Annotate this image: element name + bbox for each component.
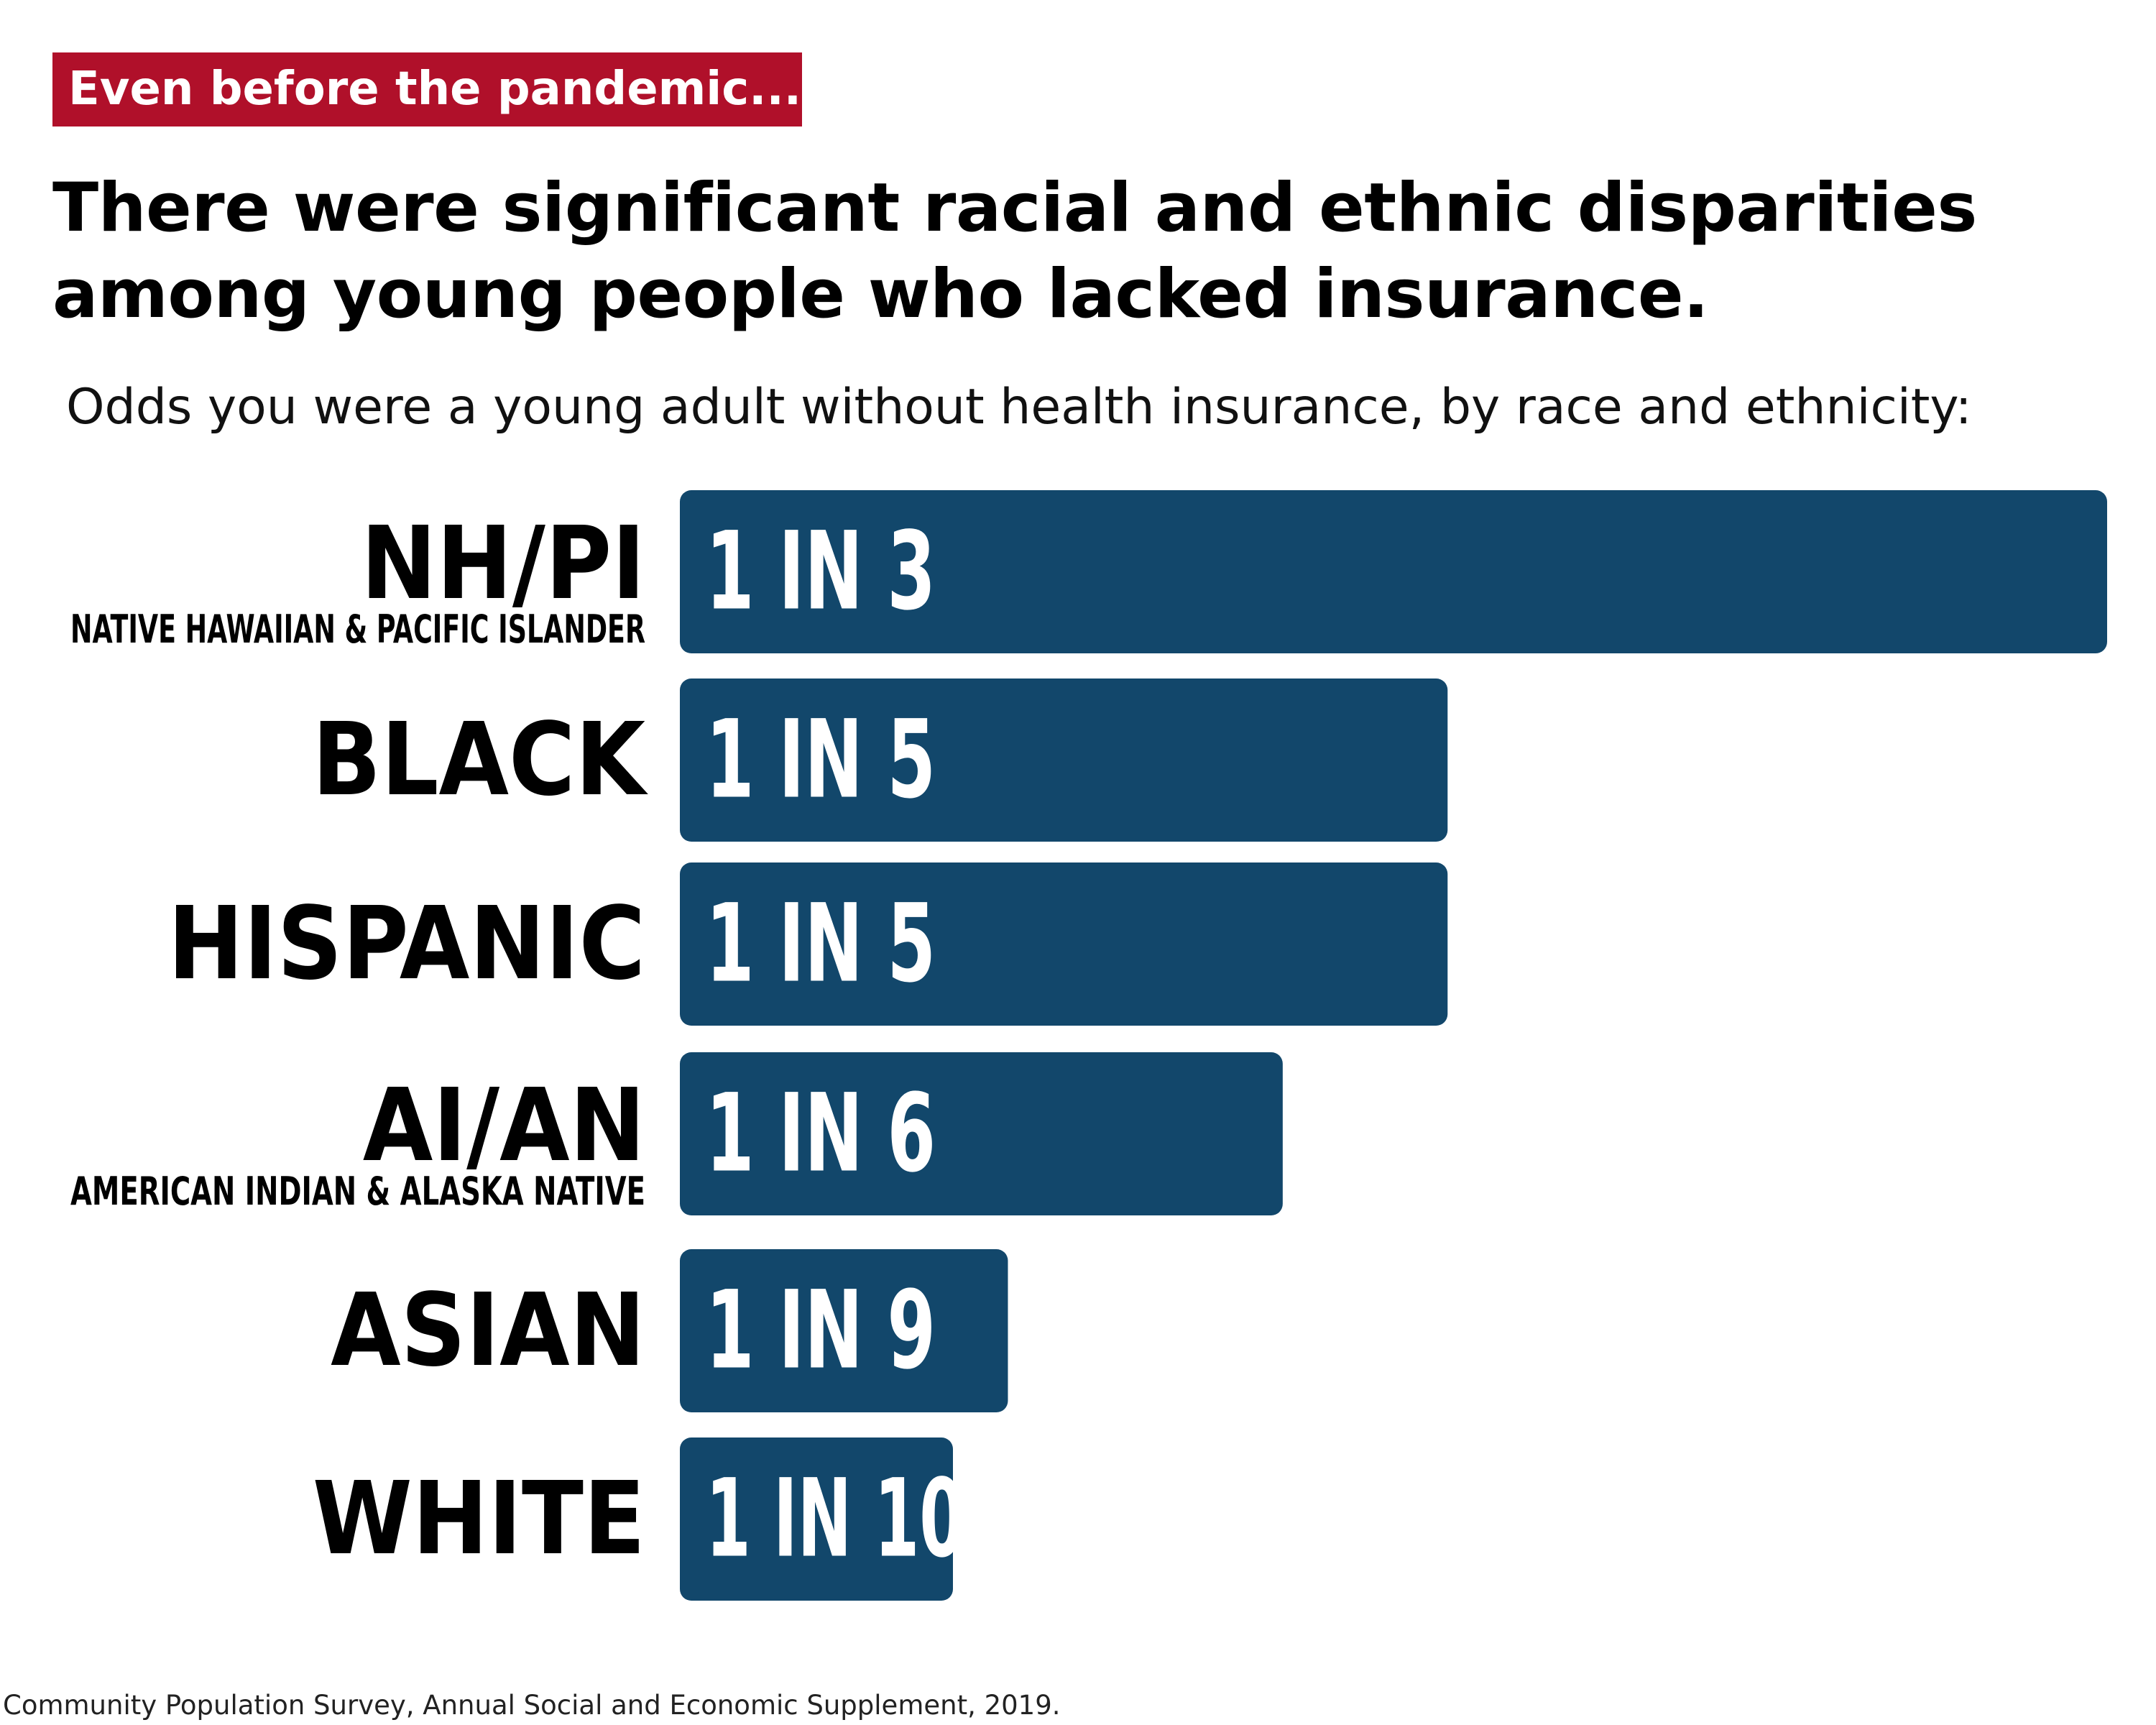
bar: [680, 1249, 1008, 1412]
chart-subtitle: Odds you were a young adult without heal…: [66, 379, 1972, 436]
bar: [680, 490, 2107, 653]
category-sublabel: NATIVE HAWAIIAN & PACIFIC ISLANDER: [70, 607, 645, 652]
bar: [680, 1052, 1283, 1215]
category-label: AI/AN: [363, 1067, 645, 1184]
headline: There were significant racial and ethnic…: [52, 169, 1977, 334]
bar-row: 1 IN 5 HISPANIC: [167, 862, 1448, 1026]
bar-data-label: 1 IN 5: [706, 882, 936, 1007]
kicker-banner: Even before the pandemic...: [52, 52, 802, 126]
category-label: ASIAN: [331, 1272, 645, 1389]
bar-row: 1 IN 5 BLACK: [312, 678, 1448, 842]
bar-row: 1 IN 9 ASIAN: [331, 1249, 1008, 1412]
category-label: NH/PI: [361, 505, 645, 622]
bar: [680, 678, 1448, 842]
category-label: WHITE: [313, 1460, 645, 1578]
bar: [680, 1438, 953, 1601]
bar-data-label: 1 IN 5: [706, 698, 936, 823]
bar-row: 1 IN 10 WHITE: [313, 1438, 964, 1601]
category-sublabel: AMERICAN INDIAN & ALASKA NATIVE: [70, 1169, 645, 1214]
source-note: Community Population Survey, Annual Soci…: [3, 1690, 1061, 1721]
category-label: HISPANIC: [167, 886, 645, 1003]
category-label: BLACK: [312, 702, 648, 819]
bar-data-label: 1 IN 3: [706, 510, 936, 635]
bar-data-label: 1 IN 10: [706, 1457, 964, 1582]
bar-data-label: 1 IN 6: [706, 1072, 936, 1197]
bar-data-label: 1 IN 9: [706, 1269, 936, 1394]
bar: [680, 862, 1448, 1026]
